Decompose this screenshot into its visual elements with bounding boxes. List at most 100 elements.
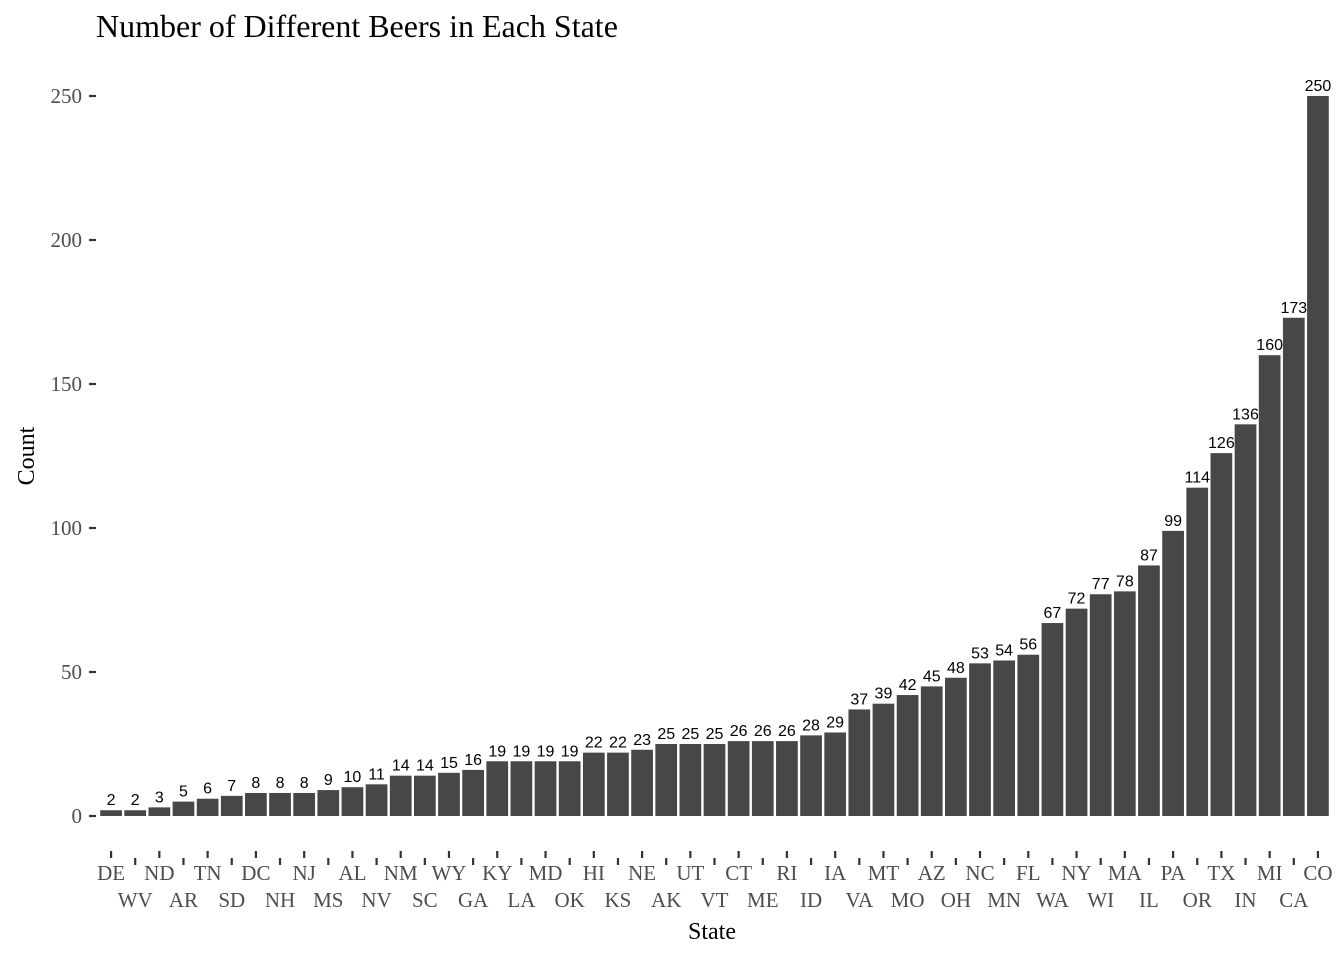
bar-AK xyxy=(655,744,678,816)
x-tick-label-CO: CO xyxy=(1303,861,1332,885)
bar-CT xyxy=(727,741,750,816)
x-tick-label-SC: SC xyxy=(412,888,438,912)
x-tick-label-AZ: AZ xyxy=(918,861,946,885)
x-tick-label-MS: MS xyxy=(313,888,343,912)
x-tick-label-MA: MA xyxy=(1108,861,1143,885)
x-tick-label-NY: NY xyxy=(1061,861,1091,885)
x-tick-label-MD: MD xyxy=(529,861,563,885)
x-tick-label-NJ: NJ xyxy=(292,861,315,885)
data-label-PA: 99 xyxy=(1164,513,1182,530)
data-label-ID: 28 xyxy=(802,717,820,734)
data-label-OR: 114 xyxy=(1184,470,1210,487)
bar-NM xyxy=(389,775,412,816)
x-tick-label-ND: ND xyxy=(144,861,174,885)
data-label-WV: 2 xyxy=(131,792,140,809)
data-label-MN: 54 xyxy=(995,642,1013,659)
x-tick-label-CA: CA xyxy=(1279,888,1309,912)
data-label-ND: 3 xyxy=(155,789,164,806)
data-label-OH: 48 xyxy=(947,660,965,677)
bar-KS xyxy=(607,752,629,816)
data-label-NJ: 8 xyxy=(300,775,309,792)
bar-CA xyxy=(1282,317,1305,816)
data-label-NC: 53 xyxy=(971,645,989,662)
x-tick-label-AR: AR xyxy=(169,888,198,912)
bars xyxy=(100,96,1329,816)
y-axis: 0 50 100 150 200 250 xyxy=(51,84,96,828)
data-label-MI: 160 xyxy=(1256,337,1283,354)
x-tick-label-KY: KY xyxy=(482,861,512,885)
x-tick-label-PA: PA xyxy=(1161,861,1187,885)
data-label-NY: 72 xyxy=(1068,591,1086,608)
bar-DC xyxy=(245,792,267,816)
bar-GA xyxy=(462,769,484,816)
x-tick-label-IL: IL xyxy=(1139,888,1159,912)
data-label-IL: 87 xyxy=(1140,547,1158,564)
x-tick-label-SD: SD xyxy=(218,888,245,912)
bar-IN xyxy=(1234,424,1257,816)
data-label-AK: 25 xyxy=(657,726,675,743)
bar-ID xyxy=(800,735,822,816)
data-label-ME: 26 xyxy=(754,723,772,740)
data-label-AZ: 45 xyxy=(923,668,941,685)
data-label-LA: 19 xyxy=(513,743,531,760)
data-label-RI: 26 xyxy=(778,723,796,740)
bar-MO xyxy=(896,695,919,816)
bar-PA xyxy=(1162,530,1184,816)
x-tick-label-DE: DE xyxy=(97,861,125,885)
bar-MS xyxy=(317,790,340,816)
bar-WI xyxy=(1089,594,1112,816)
data-label-AR: 5 xyxy=(179,784,188,801)
x-tick-label-WI: WI xyxy=(1087,888,1114,912)
bar-CO xyxy=(1307,96,1329,816)
x-axis-title: State xyxy=(688,919,736,945)
bar-MA xyxy=(1113,591,1136,816)
x-tick-label-OK: OK xyxy=(555,888,585,912)
data-label-GA: 16 xyxy=(464,752,482,769)
x-tick-label-UT: UT xyxy=(676,861,704,885)
data-label-SD: 7 xyxy=(227,778,236,795)
bar-AL xyxy=(341,787,364,816)
data-label-NM: 14 xyxy=(392,758,410,775)
x-axis: DE WV ND AR TN SD DC NH NJ MS AL NV NM SC WY GA KY LA MD OK… xyxy=(97,851,1333,912)
bar-SC xyxy=(413,775,436,816)
data-label-UT: 25 xyxy=(681,726,699,743)
bar-MD xyxy=(534,761,557,816)
bar-SD xyxy=(220,795,243,816)
data-label-NV: 11 xyxy=(368,766,385,783)
x-tick-label-NE: NE xyxy=(628,861,656,885)
data-label-MO: 42 xyxy=(899,677,917,694)
x-tick-label-NC: NC xyxy=(965,861,994,885)
data-label-IA: 29 xyxy=(826,714,844,731)
x-tick-label-NV: NV xyxy=(361,888,391,912)
x-tick-label-MI: MI xyxy=(1257,861,1283,885)
data-label-AL: 10 xyxy=(344,769,362,786)
bar-WA xyxy=(1041,623,1064,816)
data-label-NE: 23 xyxy=(633,732,651,749)
x-tick-label-ID: ID xyxy=(800,888,822,912)
bar-TX xyxy=(1210,453,1233,816)
bar-VA xyxy=(848,709,871,816)
bar-UT xyxy=(679,744,702,816)
x-tick-label-NH: NH xyxy=(265,888,295,912)
data-label-TX: 126 xyxy=(1208,435,1235,452)
bar-AZ xyxy=(920,686,943,816)
x-tick-label-AK: AK xyxy=(651,888,681,912)
y-tick-label-150: 150 xyxy=(51,372,83,396)
bar-NE xyxy=(631,749,653,816)
data-label-MT: 39 xyxy=(875,686,893,703)
bar-NH xyxy=(269,792,291,816)
bar-VT xyxy=(703,744,726,816)
data-label-VT: 25 xyxy=(706,726,724,743)
x-tick-label-VT: VT xyxy=(701,888,729,912)
data-label-SC: 14 xyxy=(416,758,434,775)
x-tick-label-CT: CT xyxy=(725,861,752,885)
bar-IL xyxy=(1138,565,1160,816)
x-tick-label-AL: AL xyxy=(338,861,366,885)
bar-LA xyxy=(510,761,533,816)
data-label-CT: 26 xyxy=(730,723,748,740)
x-tick-label-MO: MO xyxy=(891,888,925,912)
y-tick-label-100: 100 xyxy=(51,516,83,540)
data-label-CA: 173 xyxy=(1280,300,1307,317)
y-tick-label-250: 250 xyxy=(51,84,83,108)
